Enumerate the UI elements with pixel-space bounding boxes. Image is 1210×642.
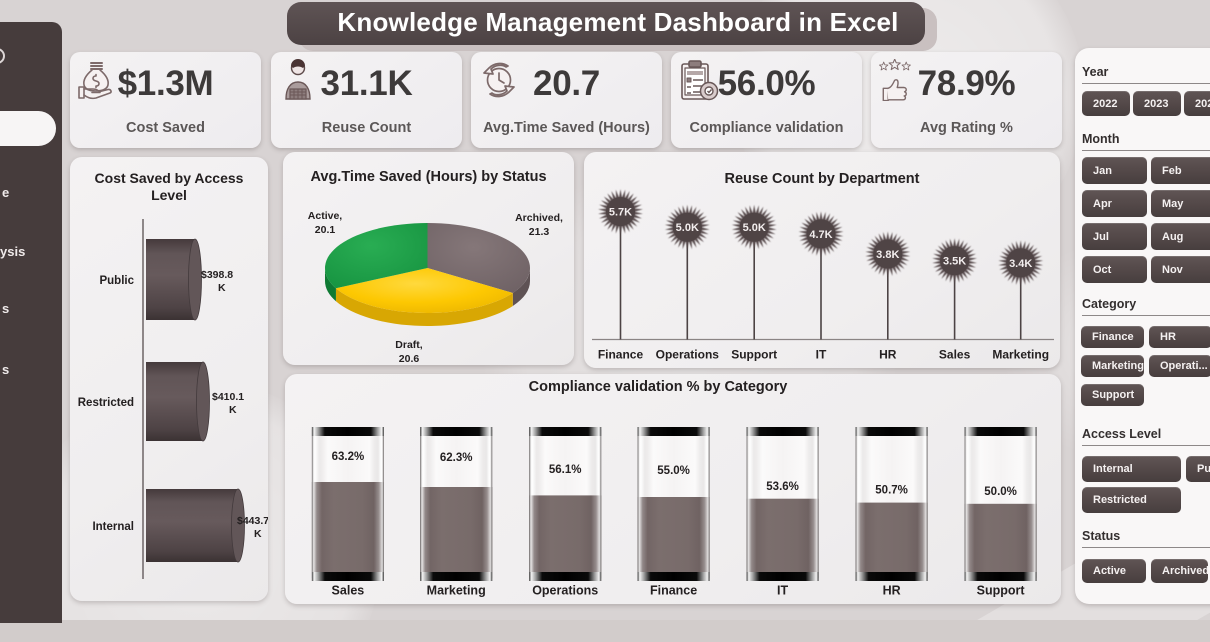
svg-text:Public: Public <box>99 275 134 287</box>
svg-text:3.4K: 3.4K <box>1009 258 1032 270</box>
svg-text:5.7K: 5.7K <box>609 207 632 219</box>
svg-text:IT: IT <box>777 584 788 598</box>
svg-text:Support: Support <box>731 348 777 362</box>
svg-text:50.7%: 50.7% <box>875 485 908 497</box>
svg-text:Sales: Sales <box>332 584 365 598</box>
svg-text:Internal: Internal <box>92 521 134 533</box>
svg-text:5.0K: 5.0K <box>676 222 699 234</box>
svg-text:3.8K: 3.8K <box>876 249 899 261</box>
svg-text:Sales: Sales <box>939 348 971 362</box>
svg-text:56.1%: 56.1% <box>549 464 582 476</box>
svg-text:63.2%: 63.2% <box>332 451 365 463</box>
svg-text:K: K <box>218 282 226 294</box>
svg-text:4.7K: 4.7K <box>809 229 832 241</box>
svg-text:$398.8: $398.8 <box>201 269 233 281</box>
svg-text:$443.7: $443.7 <box>237 515 268 527</box>
svg-text:62.3%: 62.3% <box>440 452 473 464</box>
svg-text:Restricted: Restricted <box>78 397 134 409</box>
svg-text:Operations: Operations <box>656 348 720 362</box>
svg-text:HR: HR <box>879 348 897 362</box>
svg-text:55.0%: 55.0% <box>657 465 690 477</box>
svg-text:50.0%: 50.0% <box>984 486 1017 498</box>
svg-text:K: K <box>229 404 237 416</box>
svg-text:K: K <box>254 528 262 540</box>
svg-text:Finance: Finance <box>598 348 644 362</box>
svg-text:3.5K: 3.5K <box>943 256 966 268</box>
svg-text:5.0K: 5.0K <box>743 222 766 234</box>
svg-text:Finance: Finance <box>650 584 697 598</box>
svg-text:Marketing: Marketing <box>427 584 486 598</box>
svg-text:Support: Support <box>977 584 1026 598</box>
svg-text:53.6%: 53.6% <box>766 481 799 493</box>
svg-text:Marketing: Marketing <box>992 348 1049 362</box>
svg-text:$410.1: $410.1 <box>212 391 244 403</box>
svg-text:Operations: Operations <box>532 584 598 598</box>
svg-text:IT: IT <box>816 348 827 362</box>
svg-text:HR: HR <box>883 584 901 598</box>
